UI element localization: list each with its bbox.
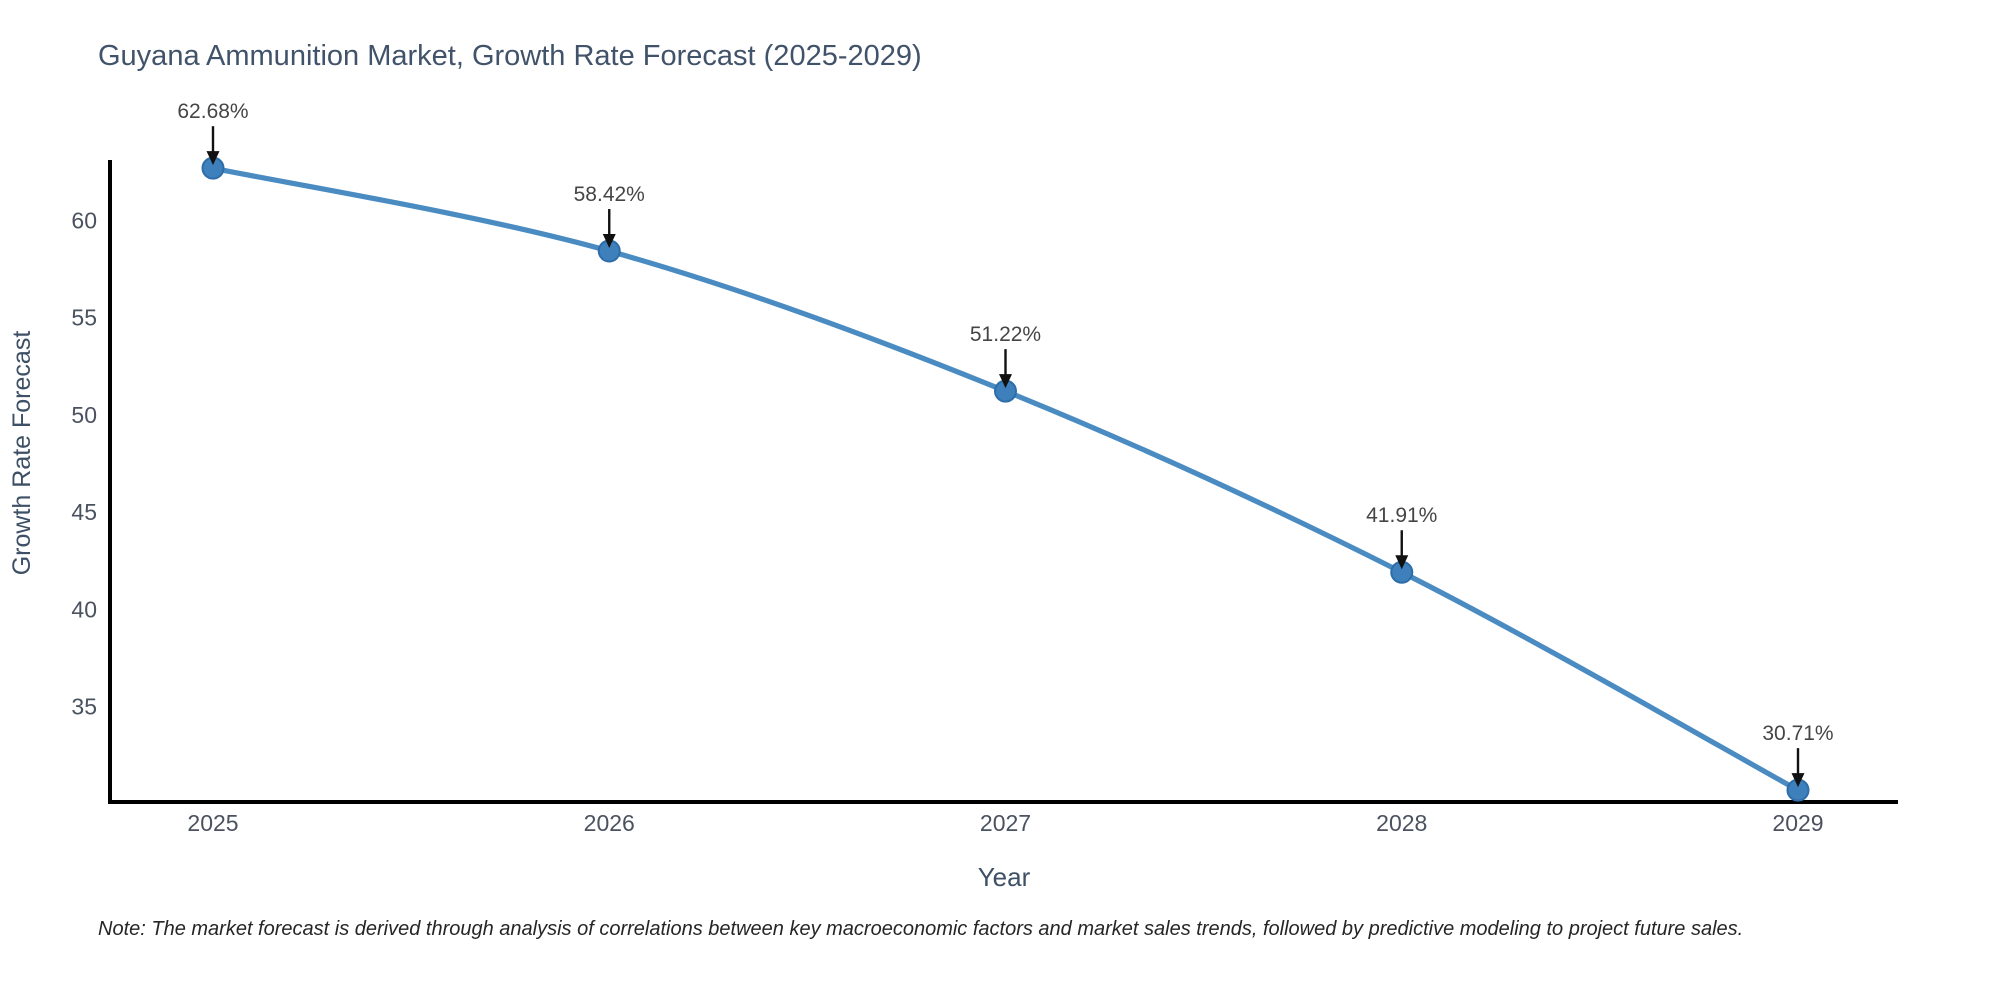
note-text: Note: The market forecast is derived thr… [98,918,1744,940]
y-tick-label-40: 40 [71,596,97,622]
y-axis-title: Growth Rate Forecast [8,331,36,576]
annotation-label-2027: 51.22% [970,323,1041,346]
annotation-arrowhead-2027 [999,374,1012,389]
annotation-arrowhead-2028 [1395,555,1409,570]
y-tick-label-35: 35 [71,694,97,720]
annotation-label-2029: 30.71% [1762,722,1833,745]
x-tick-label-2028: 2028 [1376,810,1427,836]
annotation-arrowhead-2029 [1791,773,1805,788]
x-tick-label-2027: 2027 [980,810,1031,836]
annotation-arrowhead-2026 [602,234,616,249]
annotation-arrowhead-2025 [206,151,220,166]
y-tick-label-60: 60 [71,207,97,233]
annotation-label-2025: 62.68% [177,100,248,123]
x-tick-label-2025: 2025 [187,810,238,836]
y-tick-label-50: 50 [71,402,97,428]
annotation-label-2026: 58.42% [574,183,645,206]
x-axis-title: Year [978,862,1031,892]
x-tick-label-2026: 2026 [584,810,635,836]
y-tick-label-45: 45 [71,499,97,525]
annotation-label-2028: 41.91% [1366,504,1437,527]
chart-title: Guyana Ammunition Market, Growth Rate Fo… [98,40,922,72]
series-line [210,165,1801,793]
y-tick-label-55: 55 [71,305,97,331]
x-tick-label-2029: 2029 [1772,810,1823,836]
